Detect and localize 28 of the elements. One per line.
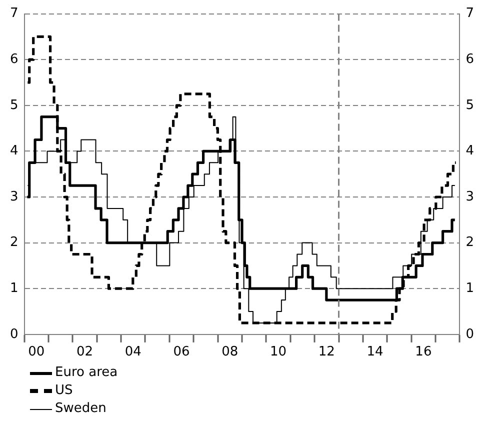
y-tick-label: 6 (10, 52, 18, 67)
y2-tick-label: 0 (466, 326, 474, 342)
y2-tick-label: 7 (466, 6, 474, 22)
x-tick-label: 12 (318, 344, 335, 360)
legend-label: Sweden (55, 400, 106, 418)
x-tick-label: 10 (270, 344, 287, 360)
x-tick-label: 16 (415, 344, 432, 360)
x-tick-label: 02 (76, 344, 94, 360)
x-tick-label: 04 (124, 344, 142, 360)
y-tick-label: 0 (10, 326, 18, 342)
y-tick-label: 1 (10, 280, 18, 296)
y2-tick-label: 4 (466, 144, 474, 159)
x-tick-label: 08 (222, 344, 238, 360)
y2-tick-label: 1 (466, 280, 474, 296)
x-tick-label: 00 (28, 344, 45, 360)
y-tick-label: 5 (10, 98, 18, 113)
y2-tick-label: 5 (466, 98, 474, 113)
y2-tick-label: 2 (466, 235, 474, 250)
y-tick-label: 2 (10, 235, 18, 250)
y2-tick-label: 6 (466, 52, 474, 67)
legend-label: US (55, 382, 73, 400)
x-tick-label: 06 (173, 344, 190, 360)
legend-label: Euro area (55, 364, 118, 382)
x-tick-label: 14 (366, 344, 384, 360)
y-tick-label: 3 (10, 189, 18, 204)
y-tick-label: 4 (10, 144, 18, 159)
y2-tick-label: 3 (466, 189, 474, 204)
y-tick-label: 7 (10, 6, 18, 22)
